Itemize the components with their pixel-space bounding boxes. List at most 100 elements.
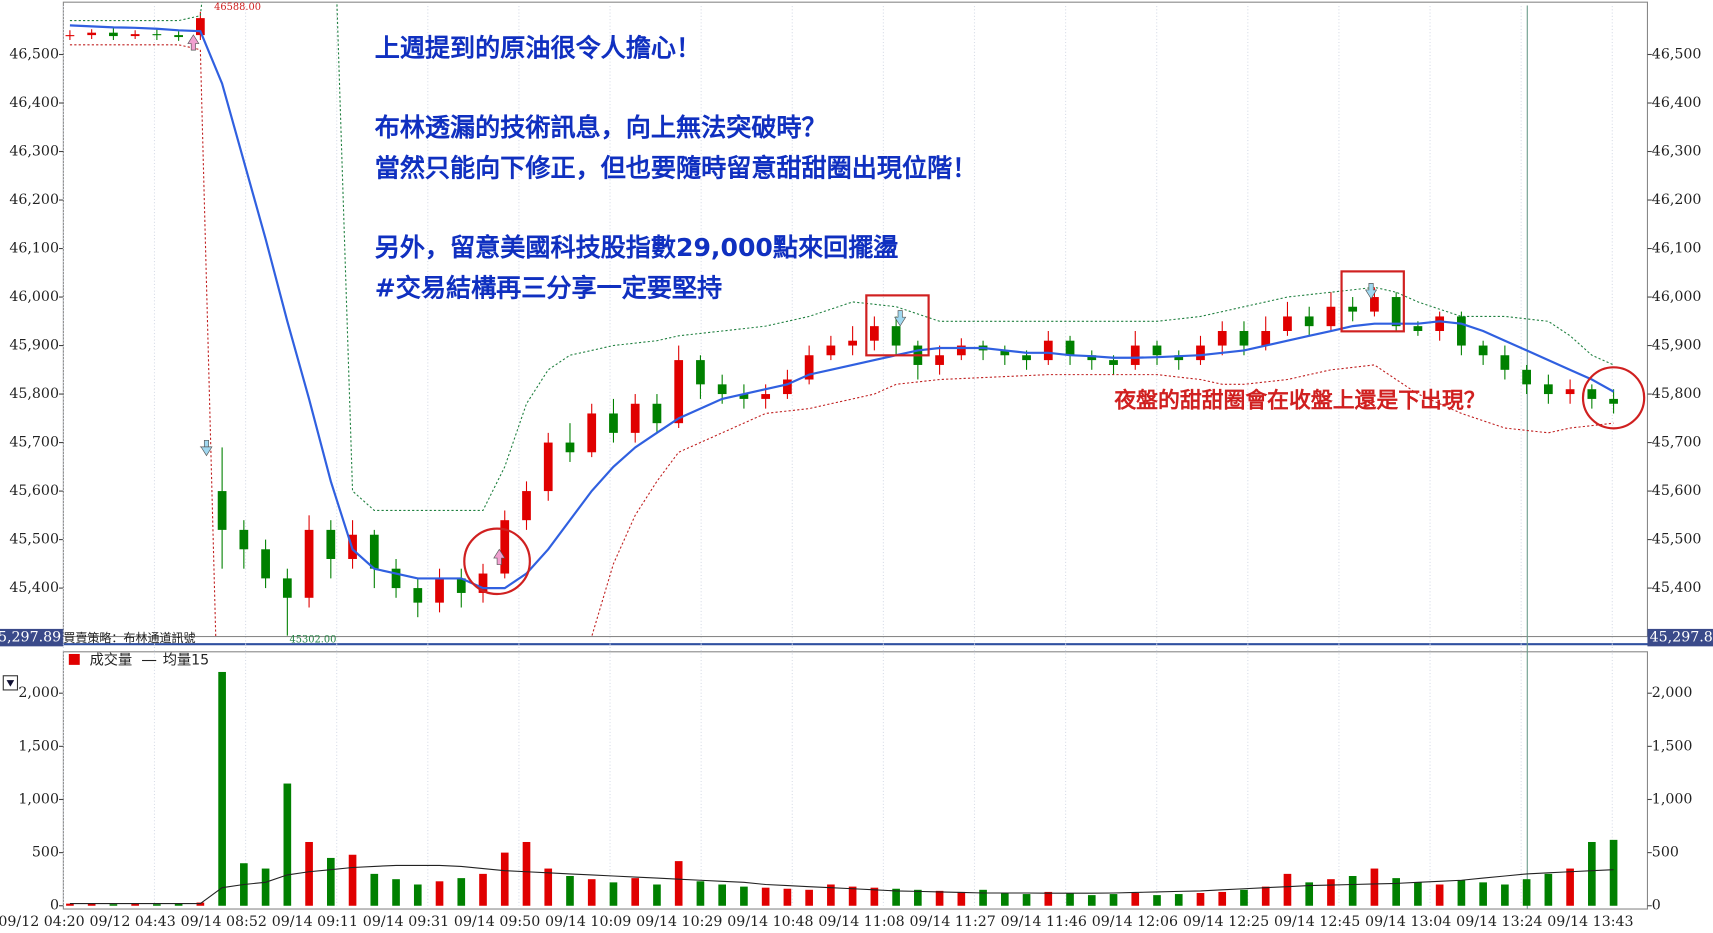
x-tick-label: 09/14 12:25 (1183, 914, 1269, 930)
x-tick-label: 09/14 13:43 (1547, 914, 1633, 930)
candle-body (956, 345, 966, 356)
y-tick-label-right: 45,400 (1652, 580, 1702, 596)
candle-body (826, 345, 836, 356)
candle-body (848, 340, 857, 346)
candle-body (1478, 345, 1488, 356)
y-tick-label-right: 1,500 (1652, 738, 1693, 754)
volume-bar (109, 904, 118, 906)
candle-body (109, 32, 118, 37)
candle-body (1022, 355, 1031, 361)
y-tick-label: 500 (32, 845, 59, 861)
volume-bar (1240, 889, 1248, 906)
volume-bar (1609, 839, 1618, 906)
volume-bar (326, 857, 335, 906)
highlight-box (865, 294, 930, 357)
candle-body (1130, 345, 1140, 365)
legend-swatch (68, 653, 80, 665)
volume-bar (1283, 873, 1292, 906)
note: 當然只能向下修正，但也要隨時留意甜甜圈出現位階！ (375, 154, 978, 183)
bottom-label: 45,297.89 (0, 630, 61, 646)
candle-body (609, 413, 618, 433)
donut-circle (463, 527, 531, 596)
candle-body (804, 355, 814, 380)
y-tick-label-right: 46,100 (1652, 241, 1702, 257)
candle-body (239, 529, 249, 550)
y-tick-label-right: 1,000 (1652, 791, 1693, 807)
candle-body (1435, 316, 1445, 331)
red-note: 夜盤的甜甜圈會在收盤上還是下出現？ (1113, 388, 1485, 414)
volume-bar (979, 889, 987, 906)
volume-bar (1348, 875, 1357, 906)
signals (187, 34, 1378, 565)
candle-body (1109, 360, 1118, 365)
y-tick-label: 46,000 (9, 289, 59, 305)
x-tick-label: 09/14 11:27 (909, 914, 995, 930)
candle-body (1217, 330, 1227, 346)
y-tick-label: 45,500 (9, 532, 59, 548)
volume-bar (392, 879, 400, 906)
candle-body (1587, 389, 1597, 399)
y-tick-label: 46,100 (9, 241, 59, 257)
candle-body (761, 394, 771, 399)
volume-bar (1066, 892, 1074, 906)
y-tick-label-right: 45,900 (1652, 338, 1702, 354)
volume-bar (1566, 868, 1574, 906)
candle-body (152, 34, 162, 36)
bottom-label-box (1647, 628, 1713, 647)
volume-bar (761, 887, 770, 906)
x-tick-label: 09/12 04:20 (0, 914, 85, 930)
x-tick-label: 09/14 12:06 (1092, 914, 1178, 930)
candle-body (1000, 350, 1010, 356)
candle-body (1087, 355, 1097, 361)
volume-bar (1588, 841, 1596, 906)
y-tick-label: 2,000 (18, 685, 59, 701)
volume-bar (1370, 868, 1379, 906)
volume-bar (696, 881, 705, 906)
y-tick-label-right: 45,500 (1652, 532, 1702, 548)
low-label: 45302.00 (290, 634, 337, 645)
volume-bar (914, 889, 922, 906)
y-tick-label-right: 46,300 (1652, 144, 1702, 160)
sell-signal (894, 310, 907, 327)
volume-bar (1131, 892, 1140, 906)
candle-body (1152, 345, 1162, 356)
volume-bar (522, 841, 531, 906)
x-tick-label: 09/14 10:09 (545, 914, 631, 930)
y-tick-label: 45,900 (9, 338, 59, 354)
y-tick-label-right: 46,200 (1652, 192, 1702, 208)
x-tick-label: 09/14 09:11 (272, 914, 358, 930)
volume-bar (413, 884, 422, 906)
candle-body (696, 360, 705, 385)
volume-bar (544, 868, 553, 906)
candle-body (1370, 297, 1379, 312)
volume_avg-line (69, 864, 1614, 905)
candle-body (261, 549, 270, 579)
x-tick-label: 09/14 12:45 (1274, 914, 1360, 930)
x-tick-label: 09/12 04:43 (89, 914, 175, 930)
candle-body (478, 573, 488, 593)
candle-body (1500, 355, 1510, 370)
volume-bar (435, 881, 444, 906)
candle-body (1283, 316, 1292, 331)
volume-bar (196, 902, 205, 906)
volume-bar (587, 879, 596, 906)
volume-bar (1457, 880, 1466, 906)
candle-body (1043, 340, 1053, 361)
volume-bar (1522, 879, 1531, 906)
x-tick-label: 09/14 13:04 (1365, 914, 1451, 930)
legend-avg: 均量15 (163, 653, 209, 669)
note: #交易結構再三分享一定要堅持 (375, 273, 722, 302)
lower-line (69, 44, 1614, 637)
volume-bar (1435, 884, 1444, 906)
volume-bar (653, 884, 661, 906)
volume-bar (805, 889, 813, 906)
y-tick-label-right: 0 (1652, 898, 1661, 914)
candle-body (1543, 384, 1553, 395)
candle-body (1326, 306, 1336, 327)
ma-line (69, 24, 1615, 590)
volume-bar (131, 903, 139, 906)
volume-bar (66, 903, 74, 906)
volume-bar (174, 903, 183, 906)
note: 另外，留意美國科技股指數29,000點來回擺盪 (375, 233, 899, 262)
